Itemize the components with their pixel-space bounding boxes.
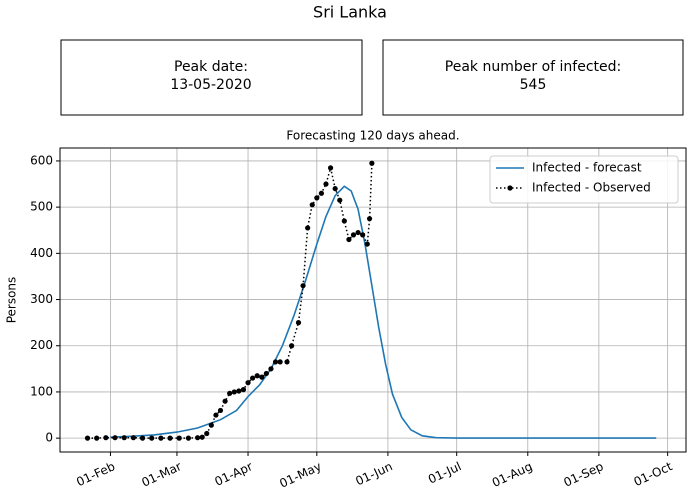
- data-point: [103, 435, 109, 441]
- data-point: [149, 435, 155, 441]
- y-axis-label: Persons: [5, 277, 19, 324]
- y-tick-label: 0: [45, 431, 53, 445]
- series-line: [110, 185, 657, 439]
- data-point: [263, 370, 269, 377]
- y-tick-label: 100: [30, 384, 53, 398]
- y-tick-label: 200: [30, 338, 53, 352]
- data-point: [369, 160, 375, 166]
- plot-frame: [59, 147, 687, 453]
- data-point: [332, 186, 338, 192]
- legend-label: Infected - Observed: [532, 181, 651, 195]
- data-point: [272, 359, 279, 365]
- x-tick-label: 01-Sep: [561, 459, 605, 490]
- data-point: [84, 435, 91, 441]
- data-point: [346, 236, 352, 243]
- series-line: [87, 163, 373, 439]
- data-point: [236, 388, 242, 394]
- box-value: 545: [520, 77, 547, 93]
- data-point: [185, 435, 192, 441]
- y-tick-label: 600: [30, 153, 53, 167]
- x-tick-label: 01-Jun: [353, 459, 394, 488]
- data-point: [176, 435, 182, 441]
- data-point: [337, 197, 343, 203]
- data-point: [288, 343, 295, 349]
- data-point: [204, 430, 210, 437]
- data-point: [355, 229, 361, 236]
- legend-marker: [507, 185, 513, 191]
- data-point: [350, 232, 357, 238]
- data-point: [327, 165, 334, 171]
- data-point: [259, 374, 265, 380]
- data-point: [305, 225, 311, 231]
- data-point: [158, 435, 164, 441]
- data-point: [213, 412, 219, 418]
- data-point: [245, 380, 251, 386]
- x-tick-label: 01-May: [277, 459, 323, 490]
- data-point: [240, 387, 247, 393]
- data-point: [231, 389, 237, 395]
- data-point: [295, 320, 302, 326]
- data-point: [309, 202, 315, 208]
- data-point: [130, 435, 136, 441]
- data-point: [167, 435, 173, 441]
- data-point: [112, 435, 118, 441]
- info-box: [60, 39, 363, 116]
- y-tick-label: 300: [30, 292, 53, 306]
- legend-box: [489, 155, 679, 204]
- data-point: [360, 232, 366, 238]
- data-point: [254, 373, 260, 379]
- y-tick-label: 500: [30, 200, 53, 214]
- data-point: [217, 407, 224, 414]
- data-point: [121, 435, 127, 441]
- data-point: [208, 422, 214, 428]
- x-tick-label: 01-Apr: [213, 459, 255, 489]
- chart-subtitle: Forecasting 120 days ahead.: [286, 129, 459, 143]
- page-title: Sri Lanka: [313, 3, 387, 22]
- info-box: [382, 39, 684, 116]
- data-point: [318, 190, 325, 196]
- box-label: Peak date:: [174, 59, 248, 75]
- data-point: [227, 390, 233, 396]
- data-point: [222, 398, 228, 404]
- data-point: [366, 216, 373, 222]
- box-label: Peak number of infected:: [445, 59, 621, 75]
- data-point: [341, 218, 347, 224]
- data-point: [300, 283, 306, 289]
- data-point: [194, 435, 201, 441]
- x-tick-label: 01-Feb: [74, 459, 117, 489]
- x-tick-label: 01-Mar: [139, 459, 183, 490]
- data-point: [364, 241, 370, 247]
- data-point: [94, 435, 100, 441]
- data-point: [284, 359, 290, 365]
- data-point: [139, 435, 146, 441]
- box-value: 13-05-2020: [170, 77, 251, 93]
- data-point: [268, 366, 274, 372]
- legend-label: Infected - forecast: [532, 161, 642, 175]
- data-point: [314, 195, 320, 201]
- data-point: [323, 181, 329, 187]
- data-point: [250, 375, 256, 381]
- x-tick-label: 01-Oct: [632, 459, 675, 489]
- y-tick-label: 400: [30, 246, 53, 260]
- data-point: [277, 359, 283, 365]
- data-point: [199, 434, 205, 440]
- x-tick-label: 01-Aug: [490, 459, 535, 490]
- x-tick-label: 01-Jul: [426, 459, 463, 486]
